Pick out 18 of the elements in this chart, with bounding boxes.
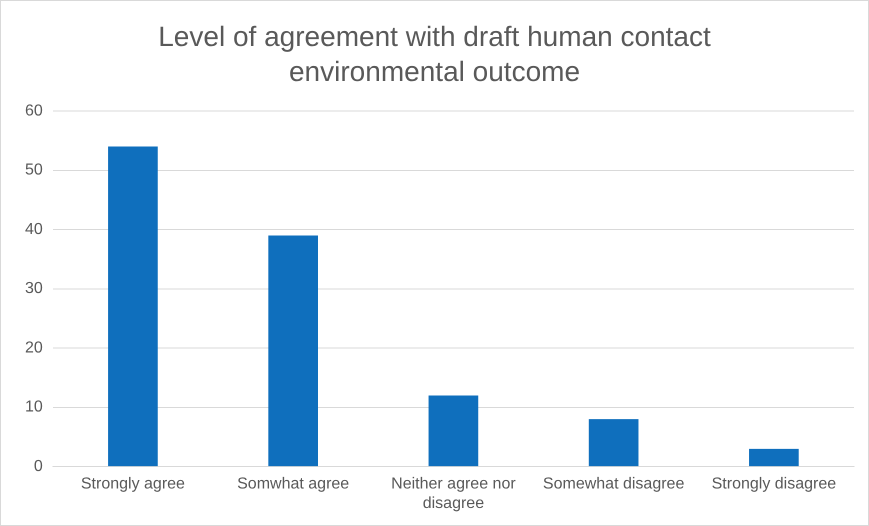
y-tick-label: 40: [25, 220, 43, 238]
bar: [108, 146, 158, 466]
chart-title: Level of agreement with draft human contact environmental outcome: [158, 21, 711, 88]
y-tick-label: 30: [25, 280, 43, 298]
y-tick-label: 50: [25, 162, 43, 179]
x-tick-label: Neither agree nor disagree: [391, 476, 516, 512]
y-tick-label: 60: [25, 102, 43, 120]
bar: [268, 235, 318, 466]
x-tick-label: Strongly agree: [80, 476, 186, 493]
bar: [428, 395, 478, 466]
y-tick-label: 0: [34, 458, 43, 476]
bar: [588, 419, 638, 466]
x-tick-label: Somewhat disagree: [542, 476, 684, 493]
y-tick-label: 10: [25, 398, 43, 416]
bar: [749, 448, 799, 466]
x-tick-label: Somwhat agree: [237, 476, 350, 493]
y-tick-label: 20: [25, 339, 43, 356]
x-tick-label: Strongly disagree: [712, 476, 836, 493]
